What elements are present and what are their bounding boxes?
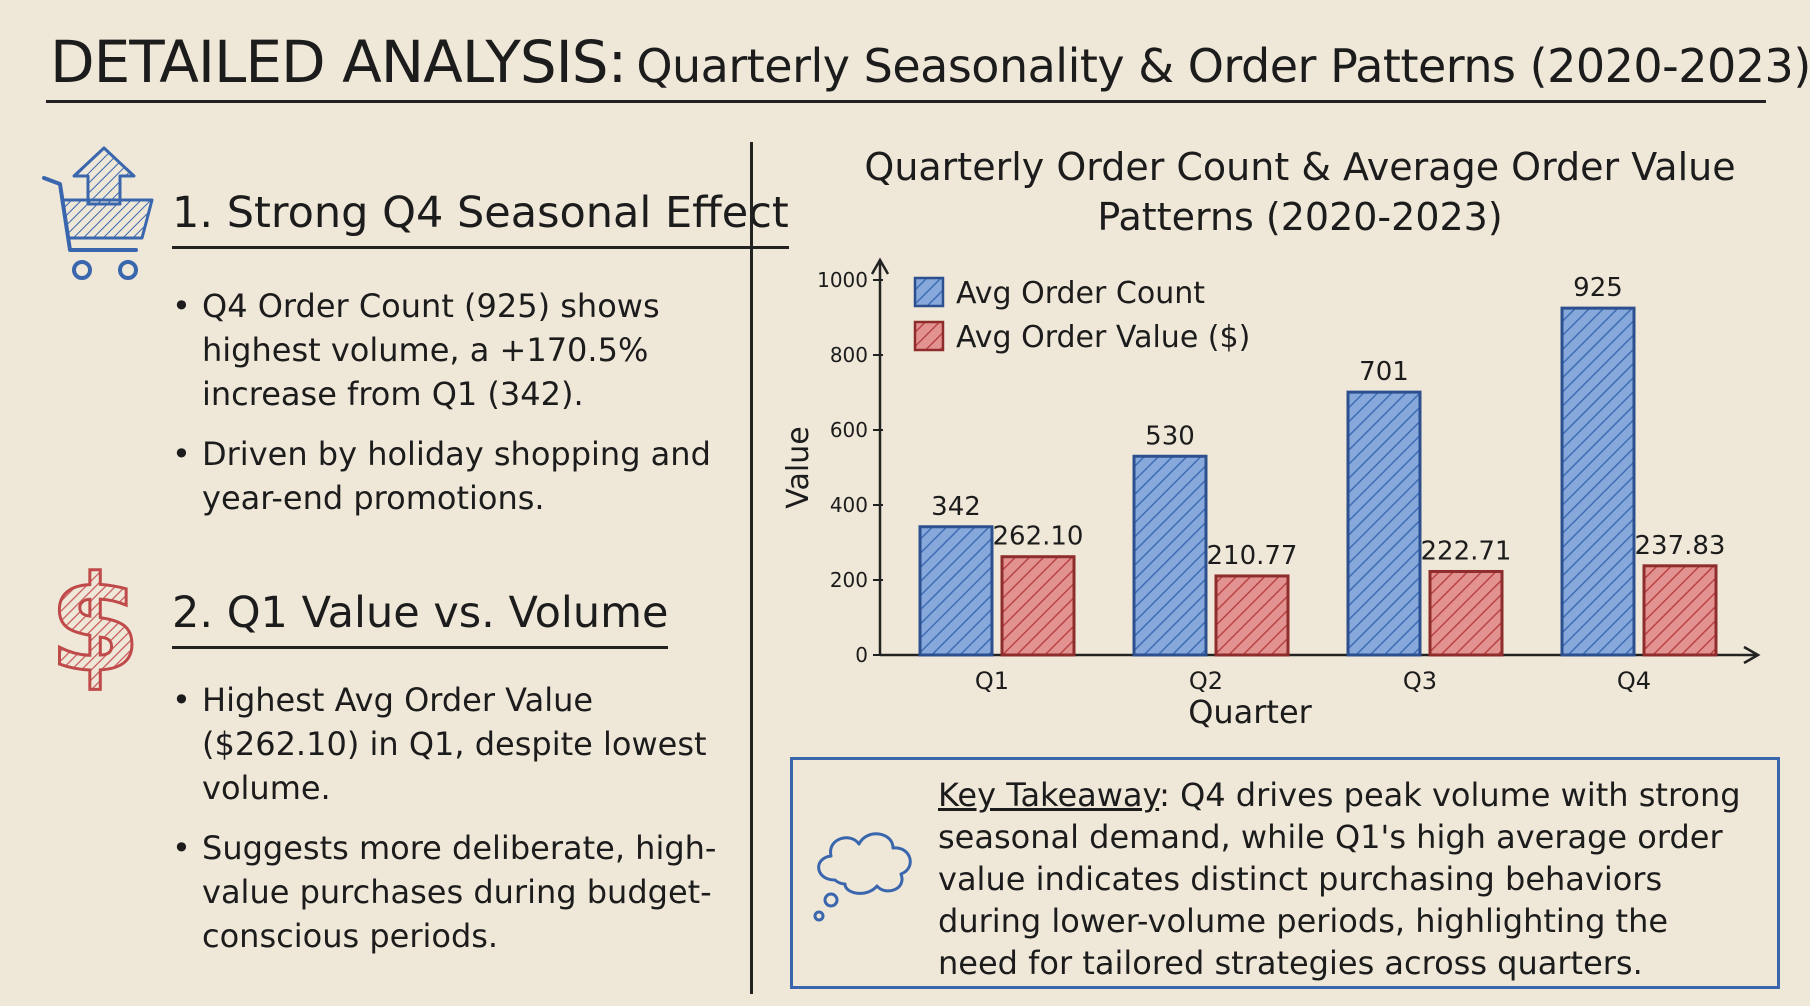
y-tick-label: 600 (830, 418, 868, 442)
legend-swatch-2 (913, 320, 945, 352)
y-ticks: 0 200 400 600 800 1000 (817, 268, 883, 667)
bar-q1-series-2 (1000, 555, 1076, 657)
key-takeaway-box: Key Takeaway: Q4 drives peak volume with… (790, 757, 1780, 989)
section-2-bullets: Highest Avg Order Value ($262.10) in Q1,… (172, 678, 732, 974)
data-label: 701 (1359, 357, 1409, 387)
data-label: 530 (1145, 421, 1195, 451)
y-tick-label: 0 (855, 643, 868, 667)
page-title: DETAILED ANALYSIS: Quarterly Seasonality… (50, 22, 1810, 111)
section-2-bullet-2: Suggests more deliberate, high-value pur… (172, 826, 732, 958)
legend: Avg Order Count Avg Order Value ($) (913, 276, 1250, 355)
title-underline (46, 100, 1766, 103)
takeaway-body: : Q4 drives peak volume with strong seas… (938, 776, 1741, 982)
shopping-cart-up-icon (42, 146, 154, 280)
legend-label-1: Avg Order Count (956, 276, 1205, 311)
section-1-bullet-2: Driven by holiday shopping and year-end … (172, 432, 732, 520)
section-1-bullets: Q4 Order Count (925) shows highest volum… (172, 284, 732, 536)
thought-bubble-icon (813, 832, 912, 922)
bar-q1-series-1 (918, 525, 994, 657)
x-tick-label: Q2 (1189, 667, 1223, 695)
section-1-bullet-1: Q4 Order Count (925) shows highest volum… (172, 284, 732, 416)
section-2-bullet-1: Highest Avg Order Value ($262.10) in Q1,… (172, 678, 732, 810)
data-label: 237.83 (1635, 531, 1726, 561)
svg-text:$: $ (49, 552, 141, 692)
legend-label-2: Avg Order Value ($) (956, 320, 1250, 355)
data-label: 342 (931, 492, 981, 522)
chart: Quarter Value 0 200 400 600 800 1000 342 262.10… (781, 257, 1761, 731)
y-axis-label: Value (781, 426, 816, 508)
column-divider (750, 142, 753, 994)
title-main: DETAILED ANALYSIS: (50, 28, 627, 96)
y-tick-label: 400 (830, 493, 868, 517)
legend-swatch-1 (913, 276, 945, 308)
bars: 342 262.10 Q1 530 210.77 Q2 701 222.71 Q3 925 237.… (918, 273, 1726, 695)
y-axis-arrow (870, 257, 890, 275)
data-label: 210.77 (1207, 541, 1298, 571)
data-label: 222.71 (1421, 536, 1512, 566)
section-1-title: 1. Strong Q4 Seasonal Effect (172, 188, 789, 249)
data-label: 925 (1573, 273, 1623, 303)
section-2-title: 2. Q1 Value vs. Volume (172, 588, 669, 649)
bar-q2-series-1 (1132, 454, 1208, 657)
bar-q3-series-1 (1346, 390, 1422, 657)
takeaway-label: Key Takeaway (938, 776, 1160, 814)
bar-q4-series-2 (1642, 564, 1718, 657)
x-axis-label: Quarter (1188, 693, 1312, 731)
x-tick-label: Q4 (1617, 667, 1651, 695)
data-label: 262.10 (993, 522, 1084, 552)
chart-title: Quarterly Order Count & Average Order Va… (864, 145, 1736, 239)
x-tick-label: Q3 (1403, 667, 1437, 695)
dollar-sign-icon: $ (48, 552, 143, 692)
bar-q2-series-2 (1214, 574, 1290, 657)
bar-q3-series-2 (1428, 569, 1504, 657)
y-tick-label: 200 (830, 568, 868, 592)
x-axis-arrow (1743, 645, 1761, 665)
bar-q4-series-1 (1560, 306, 1636, 657)
takeaway-text: Key Takeaway: Q4 drives peak volume with… (938, 774, 1758, 984)
y-tick-label: 1000 (817, 268, 868, 292)
y-tick-label: 800 (830, 343, 868, 367)
title-sub: Quarterly Seasonality & Order Patterns (… (636, 39, 1810, 93)
x-tick-label: Q1 (975, 667, 1009, 695)
